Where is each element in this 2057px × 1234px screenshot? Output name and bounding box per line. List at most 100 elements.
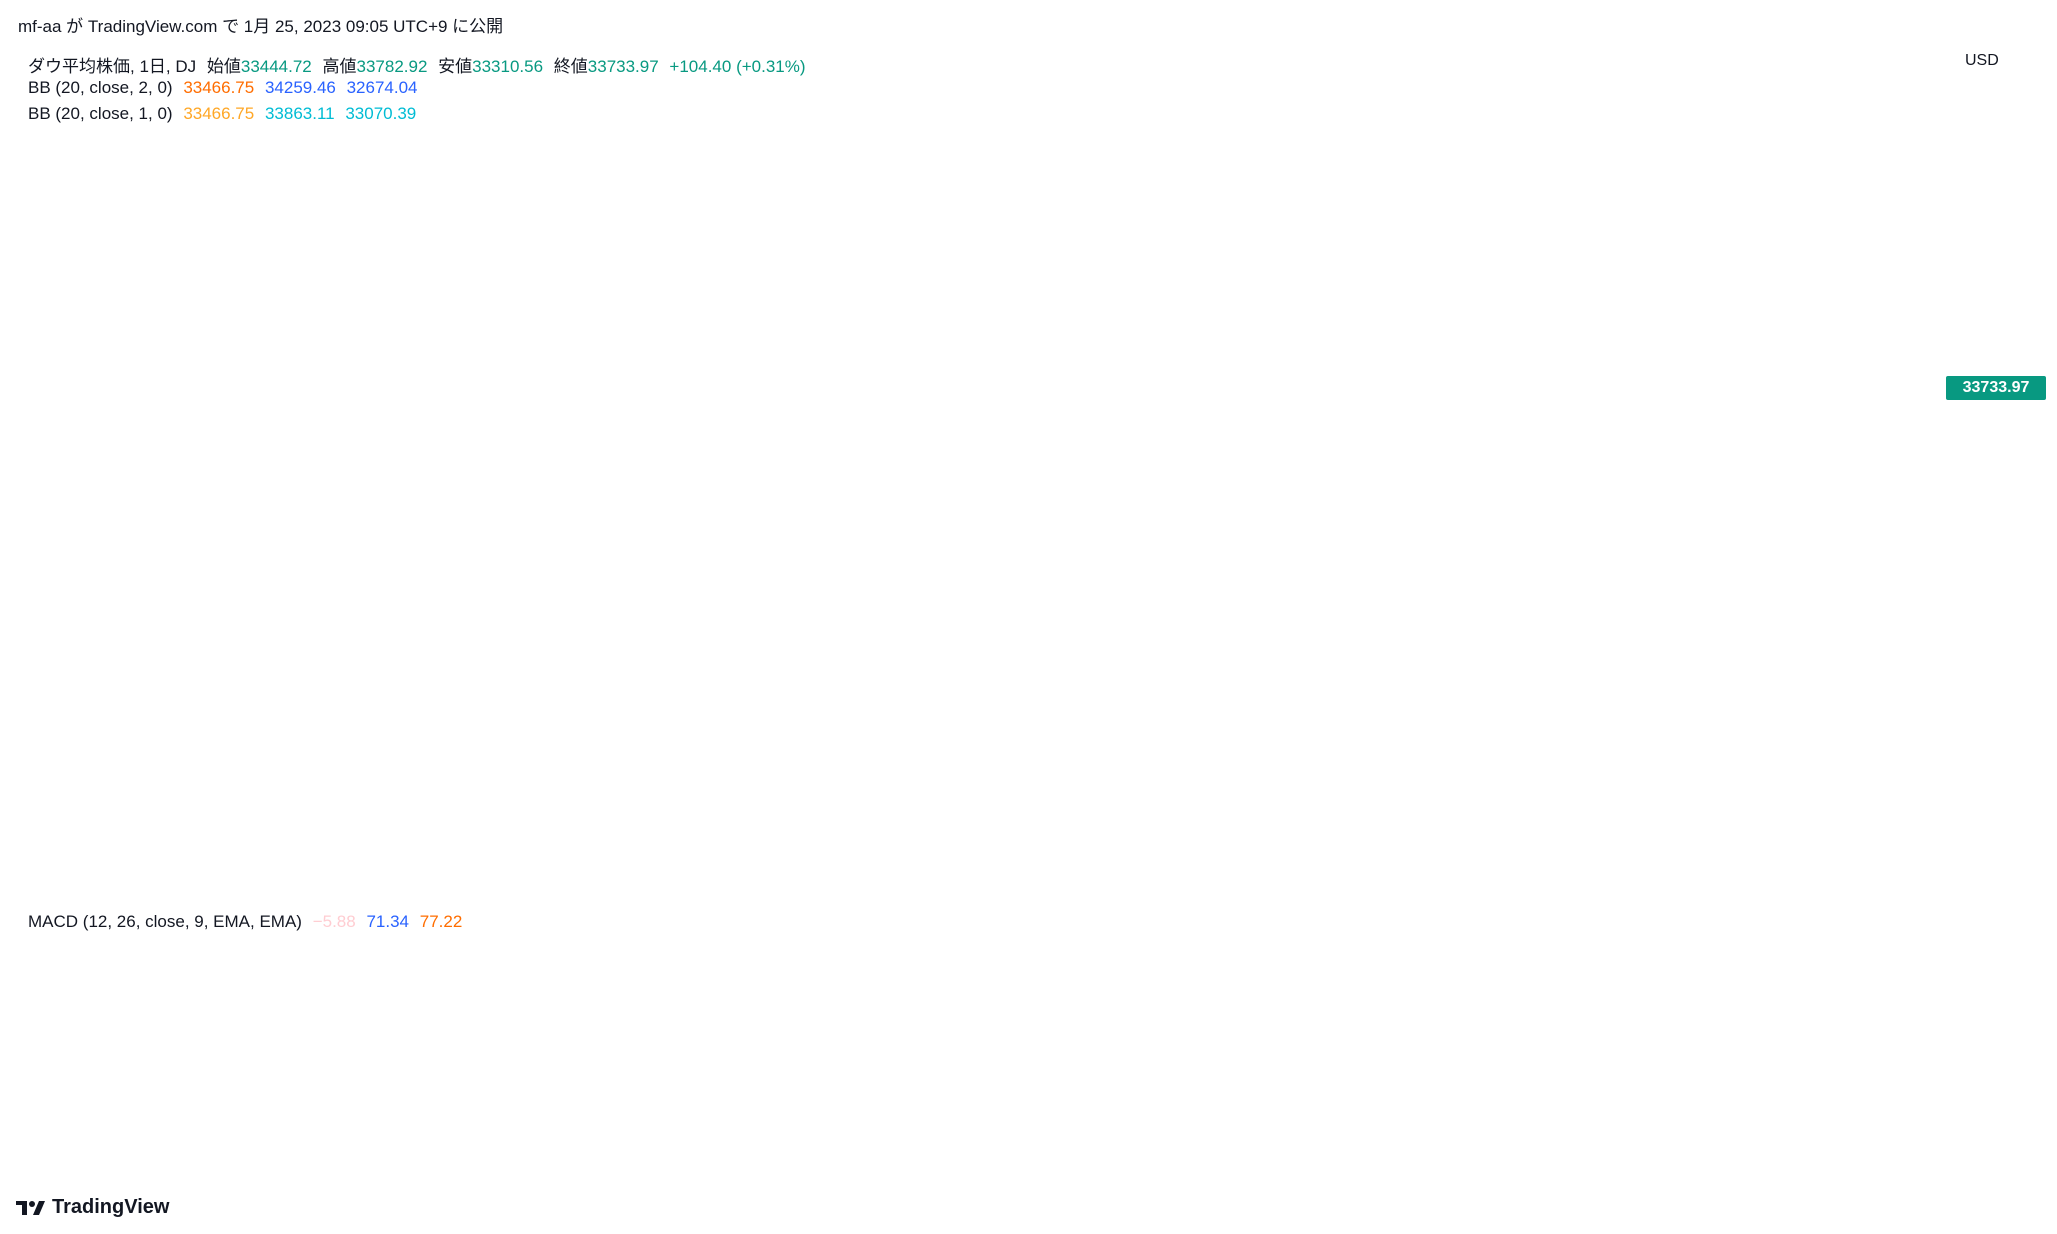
candle-body[interactable] — [153, 279, 158, 288]
macd-label[interactable]: MACD (12, 26, close, 9, EMA, EMA) — [28, 912, 302, 931]
candle-body[interactable] — [1550, 352, 1555, 363]
candle-body[interactable] — [526, 540, 531, 549]
candle-body[interactable] — [764, 460, 769, 463]
candle-body[interactable] — [283, 359, 288, 373]
candle-body[interactable] — [1386, 398, 1391, 411]
candle-body[interactable] — [1391, 379, 1397, 398]
candle-body[interactable] — [1725, 376, 1730, 408]
time-axis[interactable]: 4月 5月 6月 7月 8月 9月 10月 11月 12月 2023 2月 — [87, 1159, 1808, 1176]
candle-body[interactable] — [1770, 320, 1775, 349]
candle-body[interactable] — [1312, 463, 1317, 469]
candle-body[interactable] — [261, 337, 266, 341]
candle-body[interactable] — [1030, 565, 1035, 593]
candle-body[interactable] — [685, 586, 690, 605]
candle-body[interactable] — [351, 436, 356, 447]
candle-body[interactable] — [1448, 362, 1453, 366]
candle-body[interactable] — [1154, 736, 1159, 759]
candle-body[interactable] — [628, 606, 633, 616]
candle-body[interactable] — [888, 402, 893, 422]
candle-body[interactable] — [210, 290, 215, 293]
candle-body[interactable] — [470, 429, 475, 437]
candle-body[interactable] — [786, 439, 792, 449]
candle-body[interactable] — [741, 522, 746, 526]
candle-body[interactable] — [1821, 416, 1826, 421]
candle-body[interactable] — [1782, 334, 1787, 336]
candle-body[interactable] — [221, 260, 226, 273]
candle-body[interactable] — [905, 415, 910, 438]
candle-body[interactable] — [1397, 375, 1402, 379]
candle-body[interactable] — [979, 544, 984, 553]
candle-body[interactable] — [1346, 446, 1351, 467]
candle-body[interactable] — [1199, 711, 1204, 724]
candle-body[interactable] — [1838, 369, 1843, 387]
candle-body[interactable] — [1742, 355, 1747, 357]
candle-body[interactable] — [1329, 437, 1334, 460]
candle-body[interactable] — [1685, 412, 1691, 415]
candle-body[interactable] — [1454, 351, 1459, 366]
candle-body[interactable] — [481, 429, 486, 461]
candle-body[interactable] — [1657, 389, 1662, 399]
candle-body[interactable] — [176, 291, 181, 302]
candle-body[interactable] — [1442, 363, 1447, 374]
candle-body[interactable] — [837, 346, 842, 357]
candle-body[interactable] — [1403, 371, 1408, 380]
candle-body[interactable] — [1555, 365, 1561, 367]
candle-body[interactable] — [1488, 324, 1493, 328]
candle-body[interactable] — [820, 382, 826, 400]
candle-body[interactable] — [1193, 706, 1199, 713]
candle-body[interactable] — [1120, 736, 1125, 751]
candle-body[interactable] — [990, 583, 995, 587]
candle-body[interactable] — [769, 438, 775, 461]
candle-body[interactable] — [871, 365, 876, 373]
candle-body[interactable] — [142, 263, 147, 292]
candle-body[interactable] — [899, 417, 905, 422]
candle-body[interactable] — [1499, 336, 1504, 347]
candle-body[interactable] — [622, 594, 628, 615]
candle-body[interactable] — [781, 437, 786, 441]
candle-body[interactable] — [1244, 665, 1250, 697]
candle-body[interactable] — [758, 463, 763, 490]
candle-body[interactable] — [883, 371, 888, 404]
candle-body[interactable] — [317, 384, 322, 391]
candle-body[interactable] — [549, 638, 554, 680]
candle-body[interactable] — [1092, 685, 1097, 687]
candle-body[interactable] — [1431, 359, 1436, 373]
candle-body[interactable] — [572, 682, 577, 690]
candle-body[interactable] — [1651, 393, 1657, 402]
candle-body[interactable] — [1663, 388, 1668, 420]
candle-body[interactable] — [984, 554, 989, 588]
candle-body[interactable] — [933, 405, 939, 427]
candle-body[interactable] — [1024, 535, 1029, 567]
candle-body[interactable] — [1233, 701, 1238, 710]
candle-body[interactable] — [362, 466, 368, 469]
candle-body[interactable] — [1114, 708, 1120, 736]
candle-body[interactable] — [215, 275, 221, 289]
candle-body[interactable] — [1341, 434, 1346, 469]
candle-body[interactable] — [1708, 406, 1713, 413]
candle-body[interactable] — [1618, 397, 1623, 414]
candle-body[interactable] — [1069, 628, 1074, 633]
candle-body[interactable] — [306, 381, 311, 392]
candle-body[interactable] — [1210, 766, 1216, 768]
candle-body[interactable] — [543, 614, 548, 636]
candle-body[interactable] — [374, 478, 379, 503]
candle-body[interactable] — [436, 458, 441, 496]
candle-body[interactable] — [63, 299, 68, 313]
candle-body[interactable] — [504, 467, 509, 478]
candle-body[interactable] — [860, 318, 865, 346]
candle-body[interactable] — [1013, 526, 1018, 549]
bb1-label[interactable]: BB (20, close, 2, 0) — [28, 78, 173, 97]
candle-body[interactable] — [425, 507, 430, 545]
candle-body[interactable] — [1810, 399, 1815, 410]
candle-body[interactable] — [340, 417, 345, 432]
candle-body[interactable] — [51, 344, 57, 351]
candle-body[interactable] — [1143, 758, 1148, 779]
candle-body[interactable] — [1623, 398, 1628, 406]
candle-body[interactable] — [193, 305, 198, 310]
candle-body[interactable] — [1776, 338, 1781, 347]
candle-body[interactable] — [391, 514, 396, 518]
candle-body[interactable] — [227, 254, 232, 264]
candle-body[interactable] — [724, 541, 729, 583]
candle-body[interactable] — [300, 385, 305, 393]
